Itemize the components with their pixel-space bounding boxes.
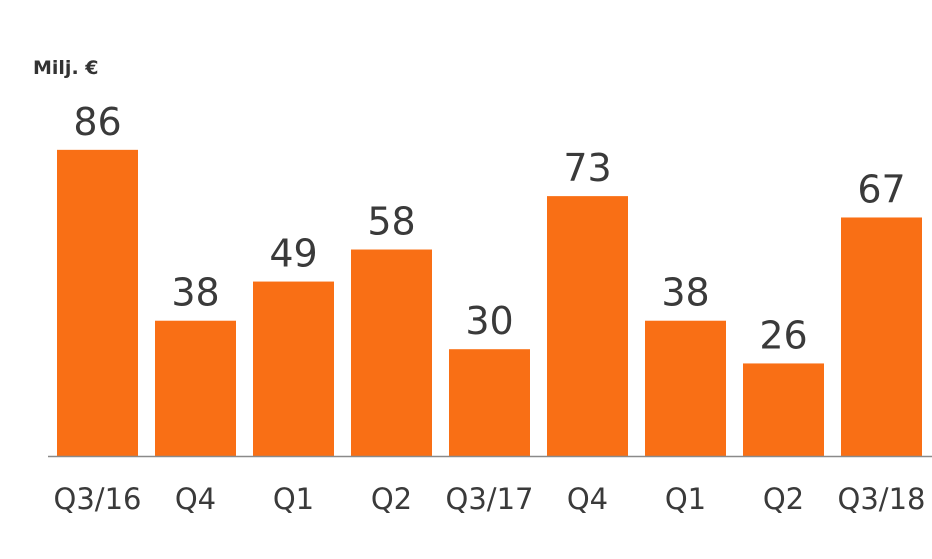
value-label-8: 26: [759, 313, 807, 357]
bar-3: [253, 281, 334, 456]
bar-6: [547, 196, 628, 456]
x-tick-label-2: Q4: [175, 482, 216, 516]
x-tick-label-7: Q1: [665, 482, 706, 516]
x-tick-label-9: Q3/18: [838, 482, 926, 516]
x-tick-label-1: Q3/16: [54, 482, 142, 516]
bar-7: [645, 320, 726, 456]
value-labels-layer: 86 38 49 58 30 73 38 26 67: [73, 100, 905, 358]
bar-9: [841, 217, 922, 456]
value-label-6: 73: [563, 146, 611, 190]
x-tick-labels: Q3/16 Q4 Q1 Q2 Q3/17 Q4 Q1 Q2 Q3/18: [54, 482, 926, 516]
x-tick-label-3: Q1: [273, 482, 314, 516]
value-label-9: 67: [857, 167, 905, 211]
bar-1: [57, 149, 138, 456]
x-tick-label-4: Q2: [371, 482, 412, 516]
bar-5: [449, 349, 530, 456]
value-label-5: 30: [465, 299, 513, 343]
x-tick-label-5: Q3/17: [446, 482, 534, 516]
value-label-7: 38: [661, 271, 709, 315]
unit-label: Milj. €: [33, 57, 99, 79]
x-tick-label-8: Q2: [763, 482, 804, 516]
value-label-2: 38: [171, 271, 219, 315]
x-tick-label-6: Q4: [567, 482, 608, 516]
value-label-4: 58: [367, 200, 415, 244]
bar-2: [155, 320, 236, 456]
value-label-3: 49: [269, 232, 317, 276]
value-label-1: 86: [73, 100, 121, 144]
bar-8: [743, 363, 824, 456]
bars-layer: [57, 149, 922, 456]
bar-4: [351, 249, 432, 456]
